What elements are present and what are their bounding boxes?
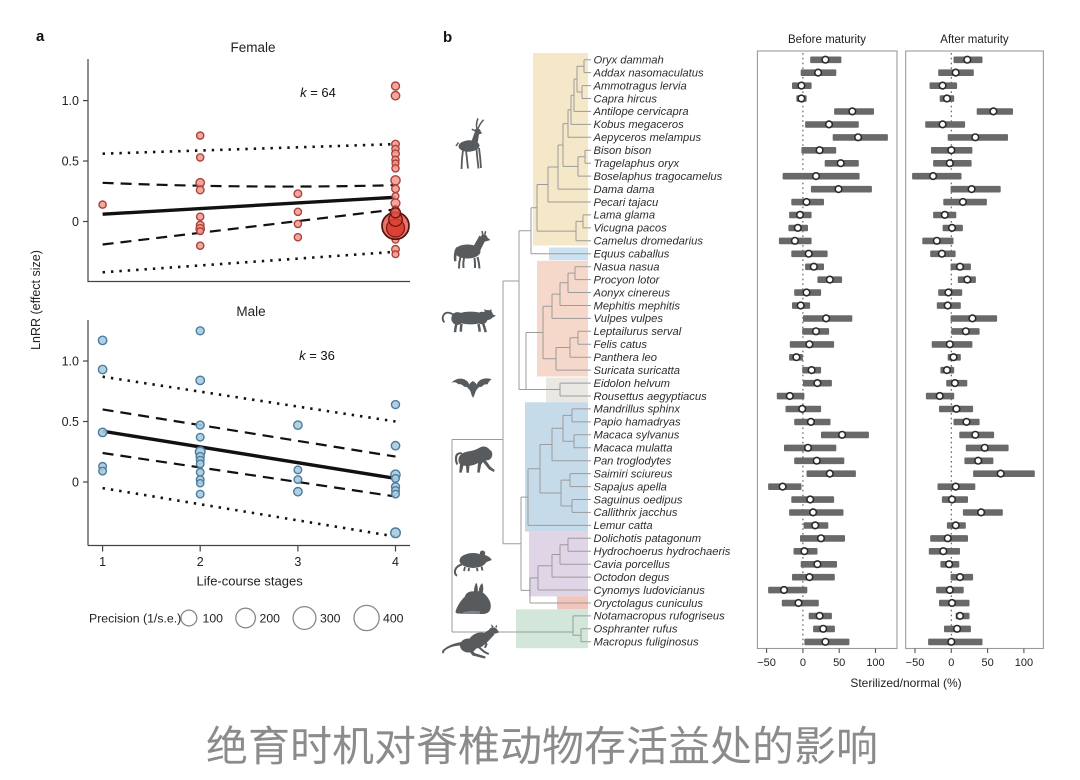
svg-text:Mephitis mephitis: Mephitis mephitis: [594, 300, 681, 312]
svg-text:Lemur catta: Lemur catta: [594, 520, 653, 532]
svg-text:0: 0: [948, 657, 954, 669]
svg-text:Saimiri sciureus: Saimiri sciureus: [594, 468, 673, 480]
svg-text:Hydrochoerus hydrochaeris: Hydrochoerus hydrochaeris: [594, 546, 731, 558]
svg-text:Saguinus oedipus: Saguinus oedipus: [594, 494, 683, 506]
svg-text:0: 0: [72, 476, 79, 490]
svg-text:Camelus dromedarius: Camelus dromedarius: [594, 236, 704, 248]
svg-text:Precision (1/s.e.): Precision (1/s.e.): [89, 612, 181, 626]
svg-text:Aepyceros melampus: Aepyceros melampus: [593, 132, 702, 144]
svg-text:Cynomys ludovicianus: Cynomys ludovicianus: [594, 585, 706, 597]
svg-text:Macaca sylvanus: Macaca sylvanus: [594, 430, 680, 442]
svg-text:Before maturity: Before maturity: [788, 34, 866, 46]
svg-text:Leptailurus serval: Leptailurus serval: [594, 326, 682, 338]
svg-text:Dama dama: Dama dama: [594, 184, 655, 196]
svg-text:Suricata suricatta: Suricata suricatta: [594, 365, 680, 377]
svg-text:0.5: 0.5: [62, 415, 79, 429]
svg-text:Kobus megaceros: Kobus megaceros: [594, 119, 685, 131]
svg-text:Eidolon helvum: Eidolon helvum: [594, 378, 671, 390]
svg-text:0: 0: [800, 657, 806, 669]
svg-text:Sapajus apella: Sapajus apella: [594, 481, 667, 493]
svg-text:Equus caballus: Equus caballus: [594, 249, 670, 261]
svg-text:200: 200: [260, 612, 281, 626]
svg-text:0: 0: [72, 215, 79, 229]
svg-text:Rousettus aegyptiacus: Rousettus aegyptiacus: [594, 391, 708, 403]
svg-text:Oryx dammah: Oryx dammah: [594, 55, 664, 67]
svg-text:Female: Female: [230, 40, 275, 55]
svg-text:Vicugna pacos: Vicugna pacos: [594, 223, 668, 235]
svg-text:100: 100: [203, 612, 224, 626]
svg-text:2: 2: [197, 555, 204, 569]
svg-text:LnRR (effect size): LnRR (effect size): [29, 250, 43, 350]
svg-text:Nasua nasua: Nasua nasua: [594, 262, 660, 274]
svg-text:1.0: 1.0: [62, 355, 79, 369]
svg-text:Procyon lotor: Procyon lotor: [594, 274, 661, 286]
svg-text:Osphranter rufus: Osphranter rufus: [594, 624, 678, 636]
svg-text:Felis catus: Felis catus: [594, 339, 648, 351]
svg-text:After maturity: After maturity: [940, 34, 1009, 46]
svg-text:Cavia porcellus: Cavia porcellus: [594, 559, 671, 571]
svg-text:100: 100: [866, 657, 884, 669]
svg-text:Panthera leo: Panthera leo: [594, 352, 657, 364]
svg-text:Pecari tajacu: Pecari tajacu: [594, 197, 659, 209]
svg-text:1.0: 1.0: [62, 94, 79, 108]
svg-text:Ammotragus lervia: Ammotragus lervia: [593, 80, 687, 92]
svg-text:Capra hircus: Capra hircus: [594, 93, 658, 105]
svg-text:4: 4: [392, 555, 399, 569]
svg-text:Macaca mulatta: Macaca mulatta: [594, 443, 673, 455]
svg-text:Addax nasomaculatus: Addax nasomaculatus: [593, 67, 704, 79]
svg-text:300: 300: [320, 612, 341, 626]
svg-text:Macropus fuliginosus: Macropus fuliginosus: [594, 637, 699, 649]
svg-text:0.5: 0.5: [62, 155, 79, 169]
svg-text:−50: −50: [757, 657, 776, 669]
svg-text:Notamacropus rufogriseus: Notamacropus rufogriseus: [594, 611, 726, 623]
svg-text:Callithrix jacchus: Callithrix jacchus: [594, 507, 678, 519]
svg-text:Vulpes vulpes: Vulpes vulpes: [594, 313, 664, 325]
svg-text:Life-course stages: Life-course stages: [196, 574, 303, 589]
svg-text:Octodon degus: Octodon degus: [594, 572, 670, 584]
svg-text:b: b: [443, 29, 452, 46]
svg-text:3: 3: [294, 555, 301, 569]
svg-text:k = 36: k = 36: [299, 348, 335, 363]
svg-text:Aonyx cinereus: Aonyx cinereus: [593, 287, 671, 299]
svg-text:Oryctolagus cuniculus: Oryctolagus cuniculus: [594, 598, 704, 610]
svg-text:50: 50: [981, 657, 993, 669]
svg-text:Lama glama: Lama glama: [594, 210, 656, 222]
svg-text:a: a: [36, 28, 45, 45]
svg-text:Antilope cervicapra: Antilope cervicapra: [593, 106, 689, 118]
svg-text:Sterilized/normal (%): Sterilized/normal (%): [850, 676, 961, 690]
svg-text:100: 100: [1015, 657, 1033, 669]
svg-text:Male: Male: [236, 304, 265, 319]
svg-text:Dolichotis patagonum: Dolichotis patagonum: [594, 533, 702, 545]
svg-text:k = 64: k = 64: [300, 85, 336, 100]
svg-text:Bison bison: Bison bison: [594, 145, 652, 157]
svg-text:Mandrillus sphinx: Mandrillus sphinx: [594, 404, 681, 416]
svg-text:−50: −50: [906, 657, 925, 669]
svg-text:Tragelaphus oryx: Tragelaphus oryx: [594, 158, 680, 170]
svg-text:1: 1: [99, 555, 106, 569]
svg-text:Papio hamadryas: Papio hamadryas: [594, 417, 681, 429]
svg-text:50: 50: [833, 657, 845, 669]
svg-text:Pan troglodytes: Pan troglodytes: [594, 456, 672, 468]
svg-text:400: 400: [383, 612, 404, 626]
svg-text:Boselaphus tragocamelus: Boselaphus tragocamelus: [594, 171, 723, 183]
